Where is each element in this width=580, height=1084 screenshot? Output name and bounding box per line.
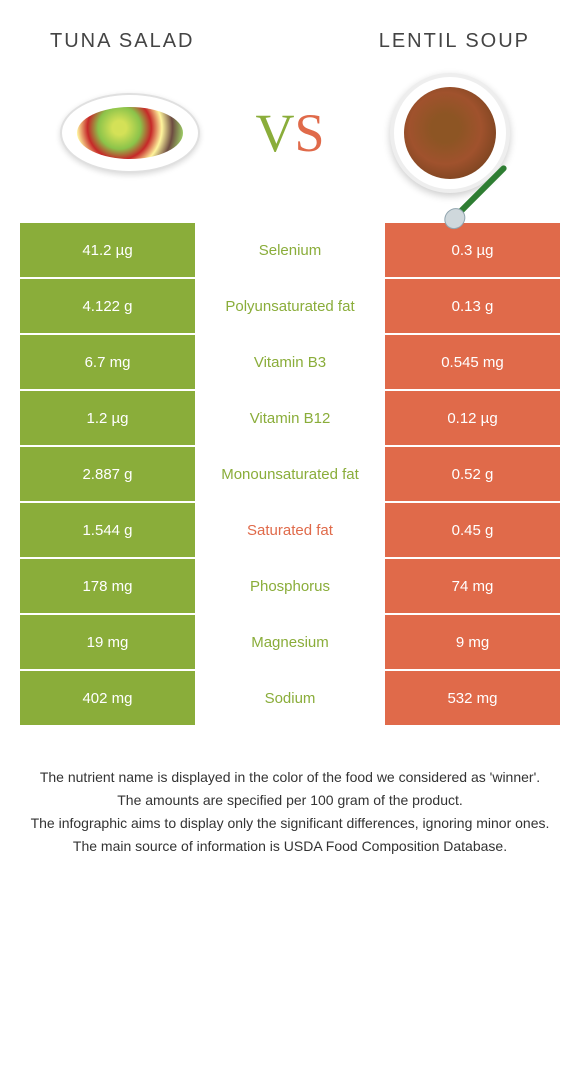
tuna-salad-image: [55, 73, 205, 193]
left-value: 41.2 µg: [20, 223, 195, 279]
table-row: 4.122 gPolyunsaturated fat0.13 g: [20, 279, 560, 335]
title-left: TUNA SALAD: [50, 30, 194, 53]
table-row: 178 mgPhosphorus74 mg: [20, 559, 560, 615]
table-row: 402 mgSodium532 mg: [20, 671, 560, 727]
vs-v: V: [255, 103, 294, 163]
right-value: 0.45 g: [385, 503, 560, 559]
vs-s: S: [294, 103, 324, 163]
infographic-container: TUNA SALAD LENTIL SOUP VS 41.2 µgSeleniu…: [0, 0, 580, 879]
table-row: 2.887 gMonounsaturated fat0.52 g: [20, 447, 560, 503]
nutrient-label: Saturated fat: [195, 503, 385, 559]
right-value: 532 mg: [385, 671, 560, 727]
right-value: 0.3 µg: [385, 223, 560, 279]
table-row: 1.2 µgVitamin B120.12 µg: [20, 391, 560, 447]
nutrient-label: Selenium: [195, 223, 385, 279]
left-value: 2.887 g: [20, 447, 195, 503]
nutrient-table: 41.2 µgSelenium0.3 µg4.122 gPolyunsatura…: [20, 223, 560, 727]
table-row: 41.2 µgSelenium0.3 µg: [20, 223, 560, 279]
left-value: 6.7 mg: [20, 335, 195, 391]
right-value: 0.12 µg: [385, 391, 560, 447]
footer-line-4: The main source of information is USDA F…: [25, 836, 555, 857]
vs-label: VS: [255, 102, 324, 164]
nutrient-label: Magnesium: [195, 615, 385, 671]
nutrient-label: Phosphorus: [195, 559, 385, 615]
header: TUNA SALAD LENTIL SOUP: [0, 0, 580, 63]
right-value: 9 mg: [385, 615, 560, 671]
table-row: 1.544 gSaturated fat0.45 g: [20, 503, 560, 559]
left-value: 4.122 g: [20, 279, 195, 335]
footer-notes: The nutrient name is displayed in the co…: [0, 727, 580, 879]
lentil-soup-image: [375, 73, 525, 193]
left-value: 19 mg: [20, 615, 195, 671]
table-row: 6.7 mgVitamin B30.545 mg: [20, 335, 560, 391]
hero-row: VS: [0, 63, 580, 223]
footer-line-3: The infographic aims to display only the…: [25, 813, 555, 834]
footer-line-1: The nutrient name is displayed in the co…: [25, 767, 555, 788]
left-value: 1.544 g: [20, 503, 195, 559]
right-value: 74 mg: [385, 559, 560, 615]
nutrient-label: Vitamin B3: [195, 335, 385, 391]
left-value: 178 mg: [20, 559, 195, 615]
nutrient-label: Vitamin B12: [195, 391, 385, 447]
nutrient-label: Monounsaturated fat: [195, 447, 385, 503]
table-row: 19 mgMagnesium9 mg: [20, 615, 560, 671]
right-value: 0.545 mg: [385, 335, 560, 391]
nutrient-label: Polyunsaturated fat: [195, 279, 385, 335]
left-value: 1.2 µg: [20, 391, 195, 447]
footer-line-2: The amounts are specified per 100 gram o…: [25, 790, 555, 811]
left-value: 402 mg: [20, 671, 195, 727]
nutrient-label: Sodium: [195, 671, 385, 727]
title-right: LENTIL SOUP: [379, 30, 530, 53]
right-value: 0.13 g: [385, 279, 560, 335]
right-value: 0.52 g: [385, 447, 560, 503]
